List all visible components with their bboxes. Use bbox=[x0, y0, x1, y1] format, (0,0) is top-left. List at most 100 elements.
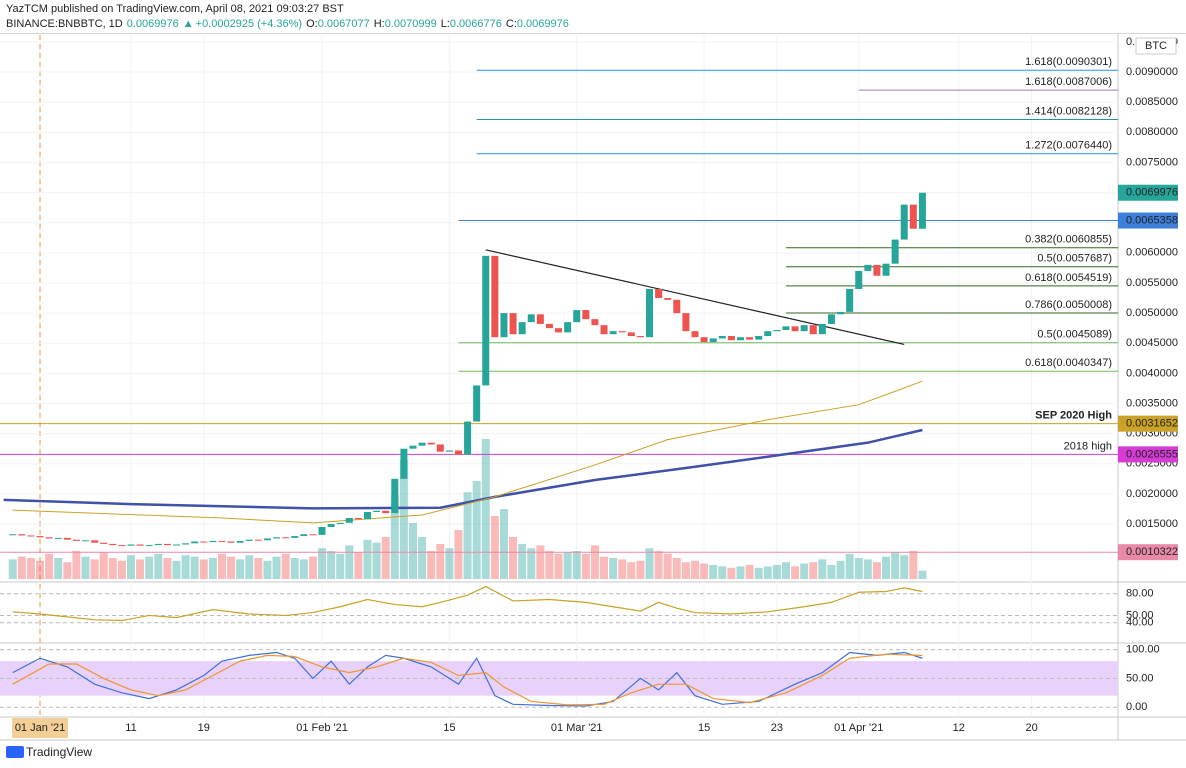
candle bbox=[136, 544, 144, 546]
candle bbox=[536, 314, 544, 324]
candle bbox=[518, 322, 526, 335]
volume-bar bbox=[318, 548, 327, 579]
candle bbox=[145, 545, 153, 547]
candle bbox=[618, 331, 626, 333]
candle bbox=[655, 288, 663, 299]
candle bbox=[300, 534, 308, 537]
volume-bar bbox=[554, 553, 563, 579]
candle bbox=[755, 336, 763, 340]
candle bbox=[327, 524, 335, 528]
candle bbox=[636, 336, 644, 338]
x-tick-label: 15 bbox=[698, 722, 710, 734]
level-label: 0.5(0.0045089) bbox=[1037, 329, 1112, 341]
candle bbox=[364, 511, 372, 520]
candle bbox=[72, 539, 80, 541]
candle bbox=[182, 543, 190, 545]
volume-bar bbox=[26, 558, 35, 579]
y-tick-label: 0.0085000 bbox=[1126, 96, 1178, 108]
price-tag bbox=[1118, 212, 1178, 229]
y-tick-label: 0.0020000 bbox=[1126, 488, 1178, 500]
moving-average bbox=[12, 380, 923, 524]
candle bbox=[564, 322, 572, 333]
price-tag bbox=[1118, 446, 1178, 463]
volume-bar bbox=[654, 551, 663, 579]
volume-bar bbox=[672, 558, 681, 579]
x-tick-label: 01 Feb '21 bbox=[296, 722, 348, 734]
volume-bar bbox=[718, 566, 727, 579]
volume-bar bbox=[627, 562, 636, 579]
volume-bar bbox=[217, 553, 226, 579]
candle bbox=[746, 337, 754, 340]
volume-bar bbox=[454, 530, 463, 579]
candle bbox=[318, 527, 326, 535]
volume-bar bbox=[299, 559, 308, 579]
y-tick-label: 0.0050000 bbox=[1126, 307, 1178, 319]
candle bbox=[491, 255, 499, 338]
candle bbox=[818, 323, 826, 335]
candle bbox=[100, 542, 108, 544]
candle bbox=[418, 442, 426, 446]
y-tick-label: 0.0075000 bbox=[1126, 156, 1178, 168]
volume-bar bbox=[545, 551, 554, 579]
candle bbox=[209, 540, 217, 543]
trendline bbox=[485, 249, 905, 346]
ohlc-value: 0.0067077 bbox=[318, 18, 370, 30]
ohlc-key: C: bbox=[506, 18, 517, 30]
volume-bar bbox=[527, 548, 536, 579]
candle bbox=[846, 288, 854, 312]
candle bbox=[254, 539, 262, 541]
volume-bar bbox=[90, 559, 99, 579]
volume-bar bbox=[308, 556, 317, 579]
volume-bar bbox=[199, 559, 208, 579]
y-tick-label: 40.00 bbox=[1126, 617, 1154, 629]
candle bbox=[600, 325, 608, 335]
volume-bar bbox=[181, 555, 190, 579]
y-tick-label: 50.00 bbox=[1126, 609, 1154, 621]
last-price: 0.0069976 bbox=[127, 18, 179, 30]
level-label: 2018 high bbox=[1064, 440, 1112, 452]
brand: TradingView bbox=[26, 745, 92, 759]
candle bbox=[154, 543, 162, 546]
candle bbox=[473, 385, 481, 422]
x-tick-label: 20 bbox=[1025, 722, 1037, 734]
candle bbox=[609, 331, 617, 335]
volume-bar bbox=[327, 551, 336, 579]
candle bbox=[282, 537, 290, 539]
volume-bar bbox=[845, 553, 854, 579]
y-tick-label: 80.00 bbox=[1126, 588, 1154, 600]
volume-bar bbox=[499, 509, 508, 579]
volume-bar bbox=[145, 556, 154, 579]
volume-bar bbox=[800, 563, 809, 579]
volume-bar bbox=[918, 570, 927, 579]
candle bbox=[855, 270, 863, 289]
ohlc-key: O: bbox=[306, 18, 318, 30]
candle bbox=[227, 541, 235, 543]
volume-bar bbox=[117, 560, 126, 579]
y-tick-label: 0.0035000 bbox=[1126, 397, 1178, 409]
y-tick-label: 50.00 bbox=[1126, 672, 1154, 684]
symbol: BINANCE:BNBBTC, 1D bbox=[6, 18, 123, 30]
indicator-line bbox=[12, 585, 923, 622]
volume-bar bbox=[882, 556, 891, 579]
candle bbox=[782, 326, 790, 330]
volume-bar bbox=[872, 562, 881, 579]
volume-bar bbox=[909, 551, 918, 579]
candle bbox=[891, 239, 899, 264]
logo: TradingView bbox=[6, 745, 92, 759]
volume-bar bbox=[208, 558, 217, 579]
volume-bar bbox=[736, 566, 745, 579]
candle bbox=[509, 313, 517, 335]
x-tick-label: 01 Apr '21 bbox=[834, 722, 883, 734]
volume-bar bbox=[363, 539, 372, 579]
volume-bar bbox=[827, 565, 836, 579]
publisher: YazTCM published on TradingView.com, Apr… bbox=[6, 3, 344, 15]
volume-bar bbox=[490, 516, 499, 579]
price-tag-label: 0.0065358 bbox=[1126, 214, 1178, 226]
candle bbox=[382, 510, 390, 514]
volume-bar bbox=[99, 552, 108, 579]
volume-bar bbox=[81, 556, 90, 579]
candle bbox=[664, 298, 672, 300]
x-tick-label: 23 bbox=[771, 722, 783, 734]
candle bbox=[582, 310, 590, 320]
